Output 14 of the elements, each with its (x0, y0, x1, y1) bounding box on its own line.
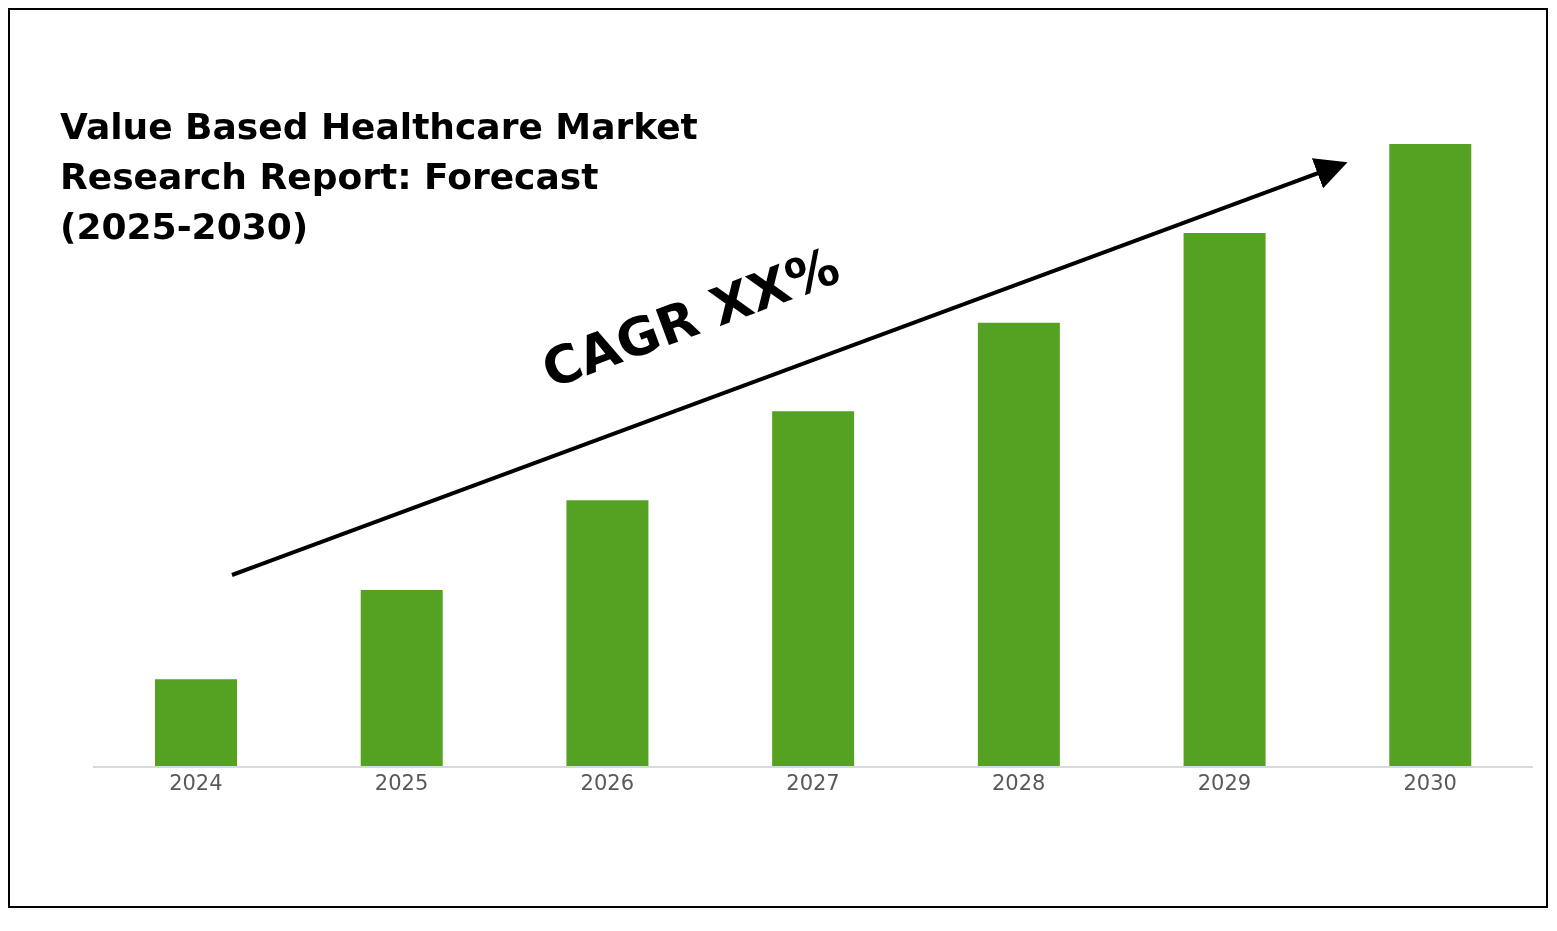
bar (1183, 233, 1266, 767)
bar (360, 590, 443, 767)
x-tick-label: 2024 (169, 770, 223, 795)
x-tick-label: 2030 (1403, 770, 1457, 795)
x-tick-label: 2026 (580, 770, 635, 795)
x-tick-label: 2028 (991, 770, 1046, 795)
bar (772, 411, 855, 767)
x-tick-label: 2027 (786, 770, 840, 795)
x-tick-label: 2025 (374, 770, 429, 795)
bar (977, 322, 1060, 767)
x-tick-label: 2029 (1197, 770, 1252, 795)
bar (566, 500, 649, 767)
bar (155, 679, 237, 767)
bar (1389, 144, 1472, 767)
